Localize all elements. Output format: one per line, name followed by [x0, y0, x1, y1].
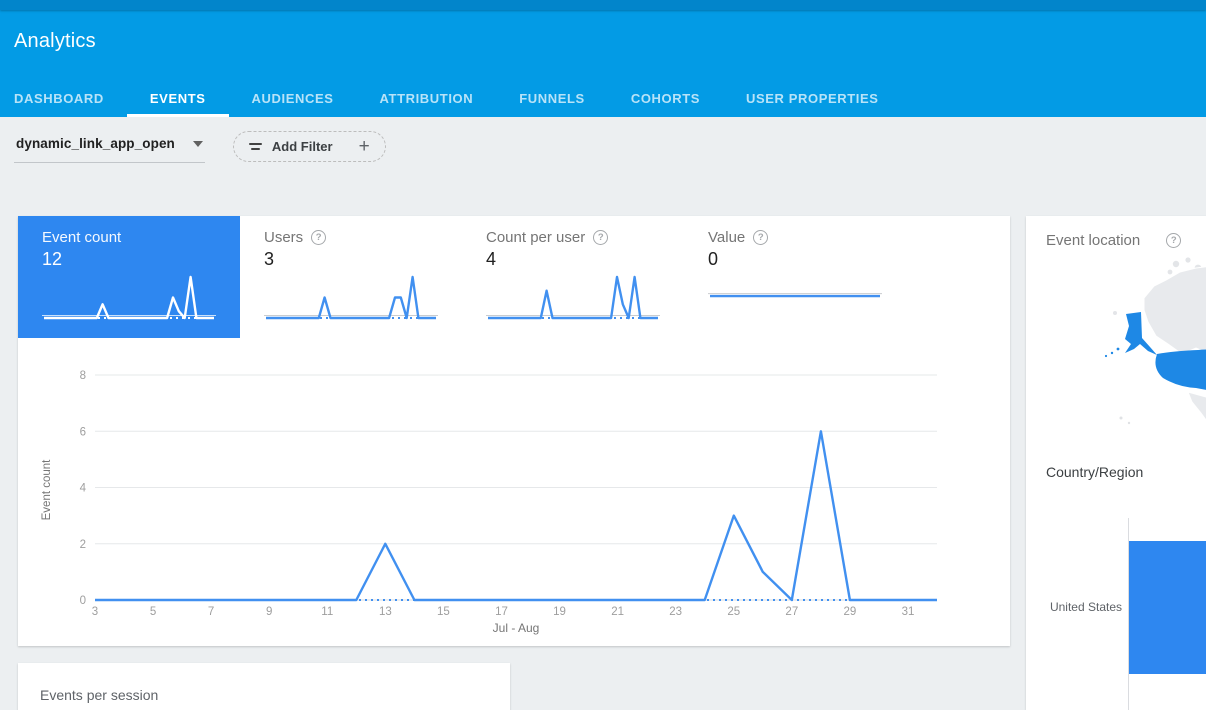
svg-text:8: 8 — [80, 370, 86, 382]
events-per-session-card: Events per session — [18, 663, 510, 710]
event-count-sparkline — [42, 275, 216, 320]
add-filter-label: Add Filter — [271, 139, 333, 154]
svg-text:13: 13 — [379, 606, 392, 618]
svg-text:23: 23 — [669, 606, 682, 618]
plus-icon: + — [358, 136, 370, 157]
event-selector-dropdown[interactable]: dynamic_link_app_open — [14, 130, 205, 163]
svg-text:31: 31 — [902, 606, 915, 618]
chevron-down-icon — [192, 140, 203, 147]
svg-text:3: 3 — [92, 606, 98, 618]
metric-value: 0 — [708, 249, 719, 269]
svg-text:5: 5 — [150, 606, 156, 618]
tab-dashboard[interactable]: DASHBOARD — [14, 91, 104, 106]
svg-text:9: 9 — [266, 606, 272, 618]
events-per-session-title: Events per session — [40, 687, 159, 703]
svg-text:21: 21 — [611, 606, 624, 618]
svg-text:Jul - Aug: Jul - Aug — [493, 621, 540, 635]
users-sparkline — [264, 275, 438, 320]
metric-label: Value — [708, 229, 746, 246]
metric-tab-event-count[interactable]: Event count 12 — [18, 216, 240, 338]
svg-text:Event count: Event count — [41, 459, 53, 521]
metric-label: Count per user — [486, 229, 586, 246]
browser-top-strip — [0, 0, 1206, 10]
metric-tab-value[interactable]: Value ? 0 — [684, 216, 906, 338]
svg-text:19: 19 — [553, 606, 566, 618]
metric-value: 12 — [42, 249, 63, 269]
count-per-user-sparkline — [486, 275, 660, 320]
svg-text:7: 7 — [208, 606, 214, 618]
svg-text:4: 4 — [80, 483, 87, 495]
country-row-label: United States — [1049, 600, 1122, 614]
add-filter-button[interactable]: Add Filter + — [232, 131, 386, 162]
event-location-card: Event location ? — [1026, 216, 1206, 710]
svg-text:27: 27 — [785, 606, 798, 618]
svg-text:2: 2 — [80, 539, 86, 551]
tab-attribution[interactable]: ATTRIBUTION — [379, 91, 474, 106]
svg-text:15: 15 — [437, 606, 450, 618]
metric-label: Users — [264, 229, 304, 246]
help-icon[interactable]: ? — [311, 230, 327, 245]
event-count-line-chart: 0 2 4 6 8 3 5 7 9 11 13 15 17 19 21 23 25 27 29 31 Jul - Aug… — [41, 370, 937, 635]
event-selector-value: dynamic_link_app_open — [16, 136, 175, 151]
metric-tab-count-per-user[interactable]: Count per user ? 4 — [462, 216, 684, 338]
country-region-label: Country/Region — [1046, 464, 1144, 480]
app-header: Analytics DASHBOARD EVENTS AUDIENCES ATT… — [0, 10, 1206, 117]
metric-tab-row: Event count 12 Users ? 3 Count per user … — [18, 216, 1010, 338]
filter-list-icon — [248, 143, 262, 150]
svg-text:6: 6 — [80, 426, 86, 438]
united-states-bar[interactable] — [1129, 541, 1206, 674]
tab-events[interactable]: EVENTS — [126, 80, 229, 117]
north-america-map — [1026, 256, 1206, 468]
tab-user-properties[interactable]: USER PROPERTIES — [746, 91, 879, 106]
tab-funnels[interactable]: FUNNELS — [519, 91, 585, 106]
metric-value: 3 — [264, 249, 275, 269]
page-title: Analytics — [14, 30, 96, 52]
value-sparkline — [708, 293, 882, 298]
event-location-title: Event location — [1046, 232, 1141, 249]
help-icon[interactable]: ? — [1166, 233, 1182, 248]
metric-value: 4 — [486, 249, 497, 269]
metric-label: Event count — [42, 229, 122, 246]
tab-audiences[interactable]: AUDIENCES — [251, 91, 334, 106]
help-icon[interactable]: ? — [753, 230, 769, 245]
svg-text:29: 29 — [843, 606, 856, 618]
metric-tab-users[interactable]: Users ? 3 — [240, 216, 462, 338]
filter-bar: dynamic_link_app_open Add Filter + — [14, 130, 386, 163]
tab-cohorts[interactable]: COHORTS — [630, 91, 701, 106]
svg-text:0: 0 — [80, 595, 86, 607]
event-metrics-card: Event count 12 Users ? 3 Count per user … — [18, 216, 1010, 646]
bar-chart-axis — [1128, 518, 1129, 710]
tab-bar: DASHBOARD EVENTS AUDIENCES ATTRIBUTION F… — [14, 80, 902, 117]
svg-text:11: 11 — [321, 606, 333, 618]
help-icon[interactable]: ? — [593, 230, 609, 245]
svg-text:25: 25 — [727, 606, 740, 618]
svg-text:17: 17 — [495, 606, 508, 618]
